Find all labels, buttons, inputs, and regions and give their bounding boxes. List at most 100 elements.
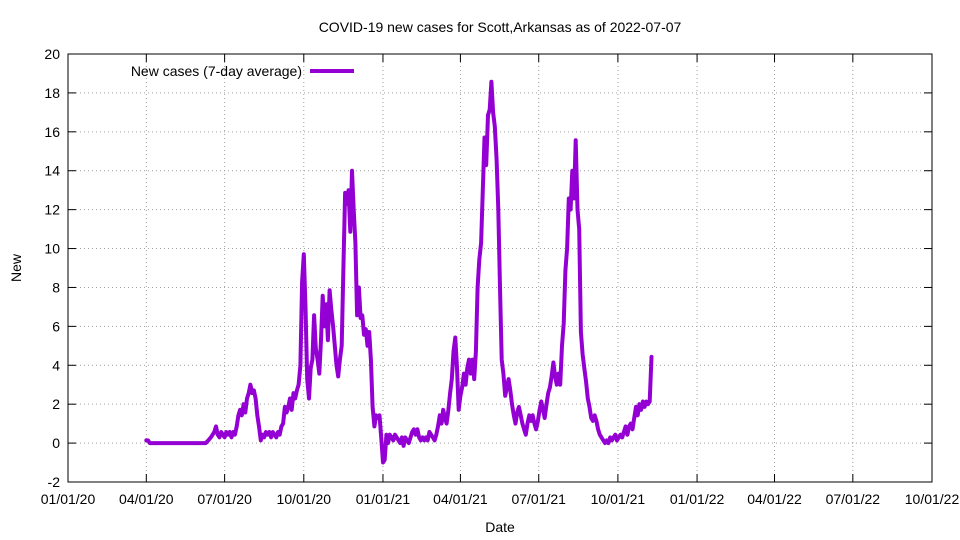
data-point bbox=[220, 431, 222, 433]
data-point bbox=[377, 417, 379, 419]
y-tick-label: 16 bbox=[44, 124, 60, 140]
data-point bbox=[413, 428, 415, 430]
data-point bbox=[322, 295, 324, 297]
data-point bbox=[360, 317, 362, 319]
data-point bbox=[439, 414, 441, 416]
data-point bbox=[246, 398, 248, 399]
data-point bbox=[170, 442, 172, 444]
data-point bbox=[356, 314, 358, 316]
data-point bbox=[539, 409, 541, 411]
x-tick-label: 04/01/22 bbox=[747, 491, 802, 507]
data-point bbox=[248, 392, 250, 394]
data-point bbox=[299, 364, 301, 366]
plot-frame bbox=[67, 53, 933, 483]
data-point bbox=[330, 309, 332, 311]
data-point bbox=[332, 325, 334, 327]
data-point bbox=[544, 417, 546, 419]
data-point bbox=[490, 81, 492, 83]
data-point bbox=[253, 389, 255, 391]
data-point bbox=[473, 378, 475, 380]
data-point bbox=[365, 328, 367, 330]
data-point bbox=[485, 164, 487, 166]
data-point bbox=[453, 351, 454, 352]
data-point bbox=[149, 442, 151, 444]
data-point bbox=[225, 431, 227, 433]
data-point bbox=[224, 436, 226, 438]
data-point bbox=[255, 398, 257, 399]
data-point bbox=[232, 431, 234, 433]
data-point bbox=[482, 189, 484, 191]
data-point bbox=[373, 425, 375, 427]
data-point bbox=[210, 436, 212, 438]
data-point bbox=[558, 373, 559, 375]
data-point bbox=[387, 442, 389, 444]
data-point bbox=[568, 198, 570, 199]
data-point bbox=[570, 209, 572, 211]
data-point bbox=[256, 414, 258, 416]
data-point bbox=[542, 409, 544, 411]
data-point bbox=[279, 434, 281, 436]
data-point bbox=[607, 442, 609, 444]
data-point bbox=[244, 412, 246, 413]
data-point bbox=[342, 267, 344, 269]
x-tick-label: 04/01/21 bbox=[433, 491, 488, 507]
data-point bbox=[649, 401, 651, 402]
data-point bbox=[391, 436, 393, 438]
data-point bbox=[308, 398, 310, 399]
data-point bbox=[262, 434, 263, 436]
data-point bbox=[294, 398, 296, 399]
data-point bbox=[446, 423, 448, 425]
data-point bbox=[477, 287, 479, 288]
data-point bbox=[628, 425, 630, 427]
data-point bbox=[320, 339, 322, 341]
data-point bbox=[489, 109, 491, 111]
legend-label: New cases (7-day average) bbox=[131, 63, 302, 79]
data-point bbox=[408, 442, 410, 444]
y-axis-label: New bbox=[8, 253, 24, 282]
data-point bbox=[616, 439, 618, 441]
data-point bbox=[404, 436, 406, 438]
data-point bbox=[363, 334, 365, 336]
data-point bbox=[480, 242, 482, 244]
data-point bbox=[282, 423, 284, 425]
data-point bbox=[632, 428, 633, 430]
data-point bbox=[614, 434, 616, 436]
data-point bbox=[618, 436, 620, 438]
data-point bbox=[496, 159, 498, 161]
data-point bbox=[313, 314, 315, 316]
data-point bbox=[559, 384, 561, 386]
data-point bbox=[472, 359, 473, 361]
x-tick-label: 01/01/22 bbox=[670, 491, 725, 507]
data-point bbox=[487, 114, 489, 116]
y-tick-label: 10 bbox=[44, 241, 60, 257]
data-point bbox=[212, 434, 214, 436]
data-point bbox=[428, 431, 430, 433]
data-point bbox=[535, 428, 537, 430]
data-point bbox=[563, 323, 565, 325]
data-point bbox=[406, 439, 408, 441]
y-tick-label: 20 bbox=[44, 46, 60, 62]
data-point bbox=[215, 425, 217, 427]
data-point bbox=[382, 462, 384, 463]
data-point bbox=[561, 345, 563, 347]
data-point bbox=[580, 331, 582, 333]
data-point bbox=[642, 401, 644, 402]
data-point bbox=[274, 434, 275, 436]
x-tick-label: 10/01/21 bbox=[591, 491, 646, 507]
y-tick-label: 12 bbox=[44, 202, 60, 218]
x-axis-label: Date bbox=[485, 519, 515, 535]
data-point bbox=[602, 439, 604, 441]
data-point bbox=[577, 209, 578, 211]
data-point bbox=[635, 406, 637, 408]
x-tick-label: 07/01/21 bbox=[511, 491, 566, 507]
y-tick-label: 0 bbox=[52, 435, 60, 451]
data-point bbox=[492, 111, 494, 113]
axis-ticks bbox=[67, 53, 933, 483]
data-point bbox=[509, 389, 511, 391]
data-point bbox=[268, 431, 270, 433]
x-tick-label: 10/01/20 bbox=[277, 491, 332, 507]
x-tick-label: 04/01/20 bbox=[119, 491, 174, 507]
data-point bbox=[234, 434, 236, 436]
data-point bbox=[613, 436, 615, 438]
data-point bbox=[416, 428, 418, 430]
